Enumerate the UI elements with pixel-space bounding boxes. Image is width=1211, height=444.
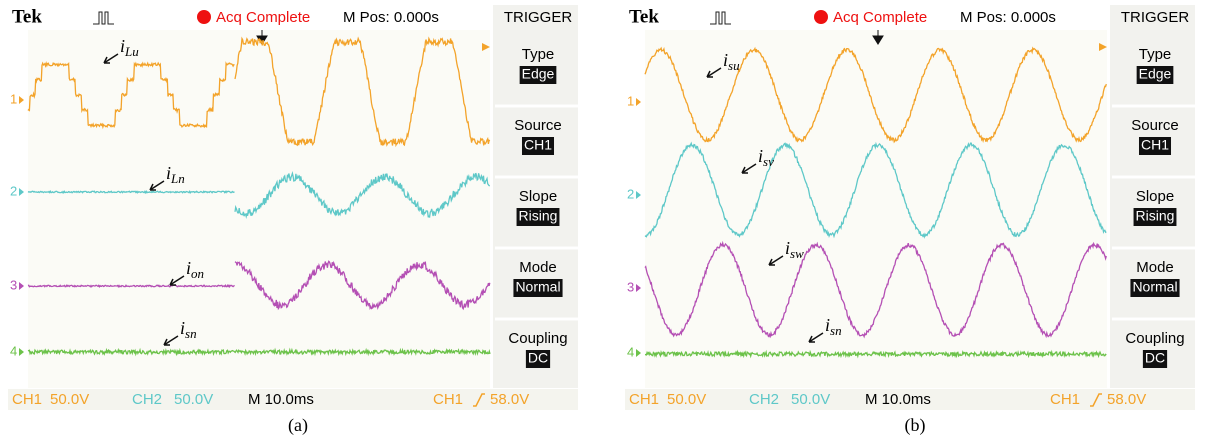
footer-ch2: CH2 (749, 391, 779, 408)
trace-subscript: Lu (124, 44, 139, 59)
caption: (b) (905, 415, 926, 436)
channel-arrow (636, 98, 641, 106)
footer-timebase: M 10.0ms (865, 391, 931, 408)
menu-value: DC (528, 350, 548, 366)
footer-ch1: CH1 (629, 391, 659, 408)
footer-trigger-level: 58.0V (1107, 391, 1146, 408)
channel-marker: 1 (627, 93, 634, 108)
footer-trigger-source: CH1 (1050, 391, 1080, 408)
menu-label: Slope (519, 188, 557, 205)
channel-arrow (636, 191, 641, 199)
status: Acq Complete (216, 9, 310, 26)
menu-label: Type (522, 46, 555, 63)
menu-value: DC (1145, 350, 1165, 366)
footer-ch2: CH2 (132, 391, 162, 408)
channel-arrow (19, 348, 24, 356)
trace-subscript: sn (185, 326, 197, 341)
menu-value: Edge (1139, 66, 1172, 82)
status: Acq Complete (833, 9, 927, 26)
status-dot (814, 10, 828, 24)
menu-label: Type (1139, 46, 1172, 63)
menu-label: Source (1131, 117, 1179, 134)
scope-panel: Tek Acq Complete M Pos: 0.000s TRIGGER Type E… (8, 5, 578, 436)
position: M Pos: 0.000s (960, 9, 1056, 26)
channel-marker: 3 (10, 277, 17, 292)
channel-marker: 1 (10, 91, 17, 106)
footer-trigger-source: CH1 (433, 391, 463, 408)
menu-value: CH1 (524, 137, 552, 153)
menu-label: Mode (1136, 259, 1174, 276)
footer-ch1-scale: 50.0V (50, 391, 89, 408)
channel-arrow (19, 188, 24, 196)
caption: (a) (288, 415, 308, 436)
menu-label: Coupling (1125, 330, 1184, 347)
menu-value: Normal (1132, 279, 1177, 295)
channel-marker: 2 (10, 183, 17, 198)
footer-ch1-scale: 50.0V (667, 391, 706, 408)
footer-timebase: M 10.0ms (248, 391, 314, 408)
channel-marker: 4 (10, 343, 17, 358)
menu-label: Source (514, 117, 562, 134)
menu-value: Edge (522, 66, 555, 82)
menu-label: Mode (519, 259, 557, 276)
trace-subscript: sw (790, 246, 804, 261)
trace-subscript: su (728, 58, 740, 73)
trace-subscript: on (191, 266, 204, 281)
channel-marker: 4 (627, 344, 634, 359)
status-dot (197, 10, 211, 24)
menu-value: Rising (1136, 208, 1175, 224)
menu-value: Normal (515, 279, 560, 295)
trace-subscript: sn (830, 323, 842, 338)
position: M Pos: 0.000s (343, 9, 439, 26)
footer-ch2-scale: 50.0V (791, 391, 830, 408)
figure: Tek Acq Complete M Pos: 0.000s TRIGGER Type E… (0, 0, 1211, 439)
channel-arrow (636, 349, 641, 357)
footer-ch2-scale: 50.0V (174, 391, 213, 408)
menu-title: TRIGGER (504, 9, 573, 26)
channel-marker: 2 (627, 186, 634, 201)
menu-value: Rising (519, 208, 558, 224)
menu-title: TRIGGER (1121, 9, 1190, 26)
channel-arrow (636, 284, 641, 292)
channel-arrow (19, 96, 24, 104)
footer-trigger-level: 58.0V (490, 391, 529, 408)
screen (645, 30, 1107, 388)
pulse-icon (710, 12, 731, 24)
pulse-icon (93, 12, 114, 24)
trace-subscript: sv (763, 154, 774, 169)
menu-value: CH1 (1141, 137, 1169, 153)
brand: Tek (629, 6, 659, 27)
trace-subscript: Ln (170, 171, 185, 186)
scope-panel: Tek Acq Complete M Pos: 0.000s TRIGGER Type E… (625, 5, 1195, 436)
menu-label: Slope (1136, 188, 1174, 205)
footer-ch1: CH1 (12, 391, 42, 408)
channel-arrow (19, 282, 24, 290)
brand: Tek (12, 6, 42, 27)
channel-marker: 3 (627, 279, 634, 294)
menu-label: Coupling (508, 330, 567, 347)
